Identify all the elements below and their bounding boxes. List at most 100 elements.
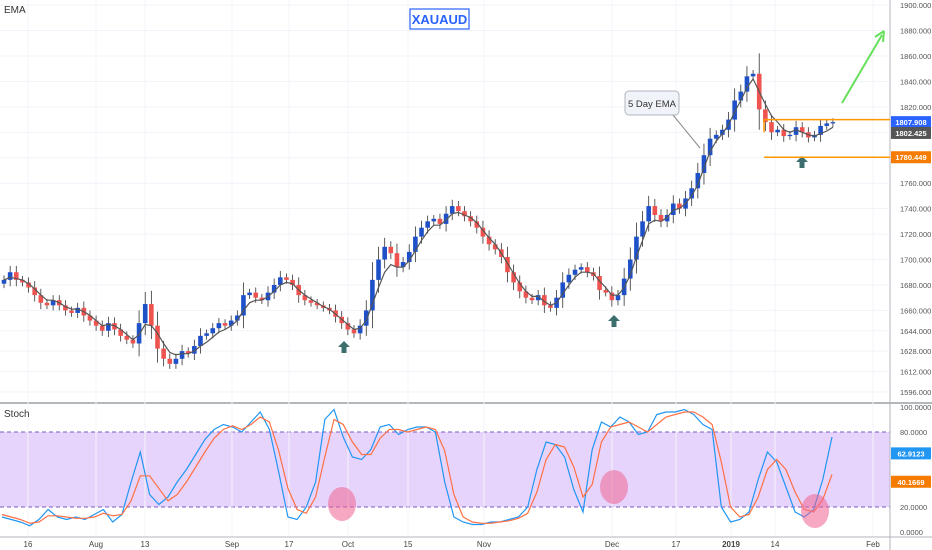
candle-body — [597, 276, 602, 291]
stoch-marker-label: 40.1669 — [897, 478, 924, 487]
candle-body — [136, 323, 142, 344]
candle-body — [609, 292, 615, 301]
candle-body — [222, 323, 228, 326]
price-tick-label: 1660.000 — [900, 306, 931, 315]
candle-body — [787, 134, 793, 137]
candle-body — [38, 295, 44, 303]
candle-body — [670, 203, 676, 215]
time-tick-label: 2019 — [722, 540, 740, 549]
ema-line — [3, 77, 834, 356]
price-tick-label: 1644.000 — [900, 327, 931, 336]
price-tick-label: 1628.000 — [900, 347, 931, 356]
candle-body — [302, 295, 308, 301]
candle-body — [585, 267, 590, 273]
candle-body — [707, 138, 713, 156]
candle-body — [456, 206, 461, 212]
candle-body — [241, 295, 246, 316]
time-tick-label: Feb — [866, 540, 880, 549]
candle-body — [486, 236, 492, 245]
candle-body — [32, 287, 37, 296]
candle-body — [431, 218, 437, 222]
candle-body — [161, 348, 166, 359]
stoch-tick-label: 80.0000 — [900, 428, 927, 437]
candle-body — [566, 274, 572, 283]
candle-body — [93, 320, 99, 326]
candle-body — [627, 259, 633, 279]
candle-body — [290, 279, 295, 285]
candle-body — [529, 297, 535, 301]
symbol-title: XAUAUD — [412, 12, 468, 27]
price-tick-label: 1880.000 — [900, 27, 931, 36]
price-tick-label: 1760.000 — [900, 179, 931, 188]
projection-arrow-head-icon — [874, 30, 885, 43]
candle-body — [50, 300, 56, 306]
candle-body — [793, 127, 799, 135]
candle-body — [142, 304, 148, 324]
candle-body — [363, 310, 369, 326]
candle-body — [382, 246, 387, 260]
price-tick-label: 1700.000 — [900, 256, 931, 265]
stoch-k-line — [1, 408, 833, 527]
stoch-marker-label: 62.9123 — [897, 449, 924, 458]
candle-body — [20, 279, 25, 283]
candle-body — [775, 129, 780, 133]
candle-body — [443, 213, 449, 224]
candle-body — [63, 305, 68, 311]
stoch-band — [0, 432, 890, 507]
time-tick-label: Nov — [477, 540, 491, 549]
candle-body — [603, 290, 609, 293]
main-pane — [0, 0, 890, 402]
candle-body — [548, 305, 553, 308]
price-marker-box — [891, 116, 931, 129]
candle-body — [462, 211, 467, 217]
time-axis[interactable]: 16 Aug 13 Sep 17 Oct 15 Nov Dec 17 2019 14 Feb — [24, 0, 881, 549]
candle-body — [394, 253, 400, 268]
candle-body — [449, 206, 455, 214]
candle-body — [713, 134, 719, 139]
price-marker-label: 1807.908 — [895, 118, 926, 127]
candle-body — [87, 315, 93, 321]
candle-body — [701, 155, 707, 174]
stoch-tick-label: 0.0000 — [900, 528, 923, 537]
candle-body — [750, 73, 756, 77]
candle-body — [781, 129, 787, 137]
time-tick-label: Aug — [89, 540, 103, 549]
candle-body — [210, 328, 216, 334]
stoch-tick-label: 20.0000 — [900, 503, 927, 512]
candle-body — [689, 188, 694, 199]
indicator-label-stoch[interactable]: Stoch — [4, 409, 30, 420]
time-tick-label: 15 — [404, 540, 413, 549]
candle-body — [284, 277, 289, 280]
ema-callout-label: 5 Day EMA — [628, 99, 677, 110]
stoch-tick-label: 100.0000 — [900, 403, 931, 412]
candle-body — [228, 320, 234, 326]
candle-body — [400, 262, 406, 268]
time-tick-label: Sep — [225, 540, 240, 549]
candle-body — [198, 335, 203, 347]
candle-body — [1, 279, 7, 284]
candle-body — [179, 351, 185, 359]
candle-body — [542, 295, 547, 306]
price-tick-label: 1720.000 — [900, 230, 931, 239]
stoch-axis[interactable]: 100.0000 80.0000 20.0000 0.0000 — [900, 403, 931, 537]
candle-body — [572, 269, 578, 275]
price-axis[interactable]: 1900.000 1880.000 1860.000 1840.000 1820.000… — [0, 1, 931, 397]
candle-body — [69, 310, 74, 313]
candle-body — [44, 302, 50, 306]
price-tick-label: 1840.000 — [900, 77, 931, 86]
candle-body — [615, 295, 621, 301]
candle-body — [744, 76, 750, 92]
candle-body — [652, 206, 658, 215]
indicator-label-ema[interactable]: EMA — [4, 5, 26, 16]
candle-body — [216, 323, 222, 329]
candle-body — [419, 227, 424, 237]
candle-body — [695, 173, 701, 189]
price-marker-box — [891, 126, 931, 139]
time-tick-label: Oct — [342, 540, 355, 549]
candle-body — [106, 323, 111, 331]
candle-body — [480, 227, 486, 237]
stoch-d-line — [1, 411, 833, 524]
candle-body — [818, 125, 823, 135]
price-marker-label: 1780.449 — [895, 153, 926, 162]
